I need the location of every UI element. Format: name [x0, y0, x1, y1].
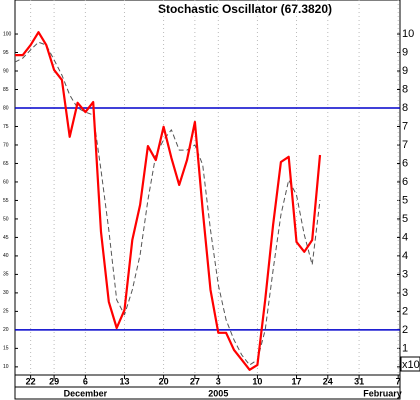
month-label: December — [64, 388, 108, 398]
y2-tick-label: 10 — [402, 28, 414, 40]
y-tick-label: 50 — [3, 216, 9, 222]
y2-tick-label: 6 — [402, 176, 408, 188]
x-axis-frame — [14, 374, 401, 400]
y-tick-label: 85 — [3, 87, 9, 93]
x-tick-label: 24 — [323, 376, 333, 386]
y2-tick-label: 8 — [402, 102, 408, 114]
y-tick-label: 60 — [3, 179, 9, 185]
y2-tick-label: 9 — [402, 65, 408, 77]
x-tick-label: 20 — [159, 376, 169, 386]
y-tick-label: 40 — [3, 253, 9, 259]
x-tick-label: 7 — [396, 376, 401, 386]
series-line — [15, 31, 322, 371]
x-tick-label: 27 — [190, 376, 200, 386]
unit-box — [400, 356, 420, 372]
x-tick-label: 29 — [49, 376, 59, 386]
y-tick-label: 80 — [3, 105, 9, 111]
y-tick-label: 90 — [3, 68, 9, 74]
month-label: 2005 — [208, 388, 228, 398]
y2-tick-label: 2 — [402, 305, 408, 317]
y-tick-label: 25 — [3, 309, 9, 315]
y-tick-label: 95 — [3, 50, 9, 56]
y2-tick-label: 4 — [402, 231, 408, 243]
y2-tick-label: 1 — [402, 342, 408, 354]
y-tick-label: 75 — [3, 124, 9, 130]
y-tick-label: 45 — [3, 235, 9, 241]
y-tick-label: 55 — [3, 198, 9, 204]
y2-tick-label: 7 — [402, 120, 408, 132]
y2-tick-label: 8 — [402, 83, 408, 95]
y2-tick-label: 9 — [402, 46, 408, 58]
x-tick-label: 10 — [252, 376, 262, 386]
y-tick-label: 65 — [3, 161, 9, 167]
y-tick-label: 100 — [3, 31, 12, 37]
y2-tick-label: 3 — [402, 287, 408, 299]
y2-tick-label: 6 — [402, 157, 408, 169]
y-tick-label: 10 — [3, 364, 9, 370]
y2-tick-label: 5 — [402, 194, 408, 206]
y-tick-label: 30 — [3, 290, 9, 296]
y2-tick-label: 4 — [402, 250, 408, 262]
y-tick-label: 15 — [3, 346, 9, 352]
x-tick-label: 13 — [119, 376, 129, 386]
y2-tick-label: 5 — [402, 213, 408, 225]
y2-unit: x10 — [402, 359, 420, 371]
y-tick-label: 20 — [3, 327, 9, 333]
x-tick-label: 6 — [83, 376, 88, 386]
x-tick-label: 3 — [216, 376, 221, 386]
y2-tick-label: 2 — [402, 324, 408, 336]
y-tick-label: 35 — [3, 272, 9, 278]
x-tick-label: 17 — [292, 376, 302, 386]
chart-title: Stochastic Oscillator (67.3820) — [158, 2, 332, 16]
y-tick-label: 70 — [3, 142, 9, 148]
series-line — [14, 41, 321, 366]
x-tick-label: 31 — [354, 376, 364, 386]
y2-tick-label: 7 — [402, 139, 408, 151]
month-label: February — [363, 388, 402, 398]
x-tick-label: 22 — [26, 376, 36, 386]
y2-tick-label: 3 — [402, 268, 408, 280]
